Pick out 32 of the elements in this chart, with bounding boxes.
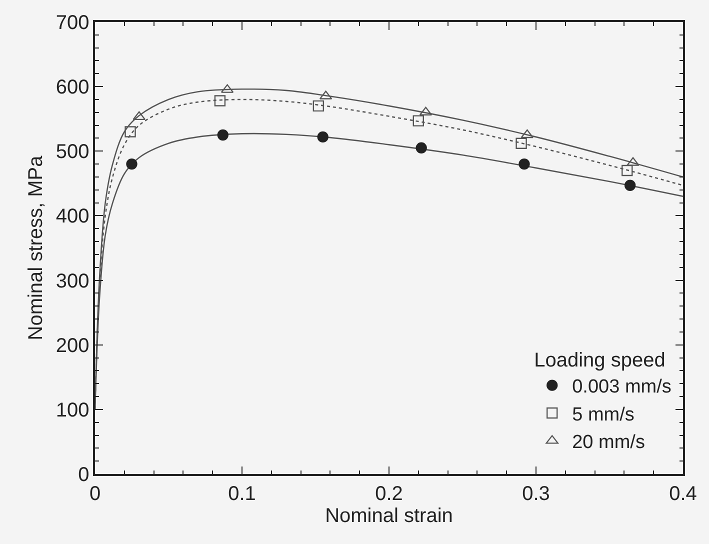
point: [624, 180, 636, 191]
point: [518, 158, 530, 170]
point: [412, 115, 424, 126]
y-axis-title: Nominal stress, MPa: [24, 154, 47, 340]
point: [520, 129, 534, 138]
y-tick-label: 400: [56, 206, 90, 228]
y-tick-label: 100: [56, 399, 90, 422]
point: [516, 138, 527, 149]
point: [132, 111, 146, 120]
legend-label: 20 mm/s: [572, 432, 645, 454]
y-tick-label: 700: [56, 12, 90, 34]
legend-title: Loading speed: [534, 349, 666, 372]
y-tick-label: 300: [56, 270, 90, 292]
x-tick-label: 0.3: [522, 482, 550, 505]
legend-label: 0.003 mm/s: [572, 376, 672, 398]
point: [416, 142, 427, 154]
point: [124, 126, 136, 138]
x-tick-label: 0.1: [228, 482, 256, 505]
point: [126, 158, 138, 170]
point: [214, 95, 226, 106]
x-axis-title: Nominal strain: [325, 504, 453, 527]
y-tick-label: 200: [56, 334, 90, 357]
y-tick-label: 500: [56, 141, 90, 164]
x-tick-label: 0.2: [375, 482, 403, 505]
point: [217, 129, 228, 141]
y-tick-label: 600: [56, 76, 90, 99]
legend-label: 5 mm/s: [572, 404, 634, 426]
point: [317, 131, 328, 143]
x-tick-label: 0.4: [669, 482, 697, 505]
y-tick-label: 0: [78, 464, 90, 486]
point: [312, 100, 324, 112]
point: [622, 164, 633, 176]
